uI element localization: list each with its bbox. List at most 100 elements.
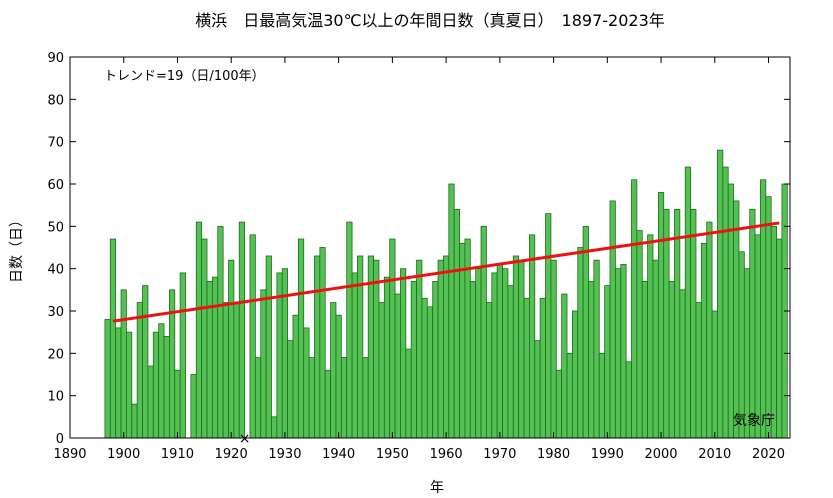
bar (179, 272, 186, 439)
bar (104, 319, 111, 439)
bar (647, 234, 654, 439)
bar (432, 280, 439, 439)
x-tick-label: 2010 (698, 447, 731, 462)
bar (394, 293, 401, 439)
bar (308, 357, 315, 439)
bar (641, 280, 649, 439)
bar (469, 280, 477, 439)
bar (496, 264, 503, 439)
bar (437, 259, 444, 439)
bar (400, 268, 407, 439)
bar (373, 259, 380, 439)
y-tick-label: 40 (47, 263, 64, 278)
x-tick-label: 1900 (107, 447, 140, 462)
bar (351, 272, 358, 439)
chart-title: 横浜 日最高気温30℃以上の年間日数（真夏日） 1897-2023年 (195, 11, 665, 30)
bar (706, 221, 713, 439)
y-axis-label: 日数（日） (9, 213, 25, 283)
bar (126, 331, 133, 439)
bar (491, 272, 498, 439)
bar (507, 285, 514, 439)
bar (115, 327, 122, 439)
x-tick-label: 1920 (215, 447, 248, 462)
y-tick-label: 10 (47, 390, 64, 405)
bar (405, 348, 412, 439)
y-tick-label: 50 (47, 220, 64, 235)
x-tick-label: 2020 (752, 447, 785, 462)
trend-line (112, 221, 780, 323)
bar (733, 200, 740, 439)
bar (217, 225, 224, 439)
bar (486, 302, 493, 439)
bar (529, 234, 536, 439)
bar (254, 357, 262, 439)
bar (690, 208, 697, 439)
bar (776, 238, 783, 439)
bar (287, 340, 294, 439)
bar (416, 259, 423, 439)
bar (120, 289, 127, 439)
x-axis-label: 年 (430, 480, 444, 496)
bar (265, 255, 272, 439)
bar (211, 276, 219, 439)
bar (426, 306, 434, 439)
x-tick-label: 1930 (268, 447, 301, 462)
x-axis-ticks: 1890 1900 1910 1920 1930 1940 1950 1960 1970 1980… (53, 57, 785, 462)
bar (588, 280, 595, 439)
bar (695, 302, 702, 439)
bar (614, 268, 622, 439)
bar (631, 179, 638, 439)
bar (271, 416, 278, 439)
bar (443, 255, 450, 439)
bar-series (104, 149, 788, 439)
bar (636, 230, 643, 439)
bar (674, 208, 681, 439)
bar (195, 221, 203, 439)
bar (174, 369, 181, 439)
bar (389, 238, 396, 439)
y-axis-ticks: 0 10 20 30 40 50 60 70 80 90 (47, 51, 790, 447)
bar (136, 302, 143, 439)
bar (152, 331, 160, 439)
x-tick-label: 1950 (376, 447, 409, 462)
bar (663, 208, 670, 439)
bar (604, 285, 611, 439)
bar (453, 208, 460, 439)
bar (330, 302, 337, 439)
x-tick-label: 1910 (161, 447, 194, 462)
bar (314, 255, 321, 439)
bar (233, 302, 240, 439)
bar (378, 302, 385, 439)
bar (738, 251, 745, 439)
missing-data-marker: × (239, 431, 251, 447)
bar (383, 276, 391, 439)
bar (561, 293, 568, 439)
bar (684, 166, 691, 439)
bar (206, 280, 213, 439)
bar (228, 259, 235, 439)
x-tick-label: 1890 (53, 447, 86, 462)
x-tick-label: 1980 (537, 447, 570, 462)
bar (765, 196, 772, 439)
bar (700, 242, 708, 439)
y-tick-label: 30 (47, 305, 64, 320)
bar (249, 234, 256, 439)
bar (158, 323, 165, 439)
bar (679, 289, 686, 439)
bar (346, 221, 353, 439)
bar (335, 314, 342, 439)
x-tick-label: 1990 (591, 447, 624, 462)
bar (502, 268, 509, 439)
bar (566, 352, 573, 439)
bar (201, 238, 208, 439)
plot-frame (69, 56, 791, 439)
bar (319, 247, 326, 439)
bar (131, 403, 138, 439)
bar (480, 225, 487, 439)
bar (609, 200, 616, 439)
bar (475, 268, 482, 439)
bar (163, 335, 170, 439)
bar (727, 183, 734, 439)
bar (668, 280, 675, 439)
